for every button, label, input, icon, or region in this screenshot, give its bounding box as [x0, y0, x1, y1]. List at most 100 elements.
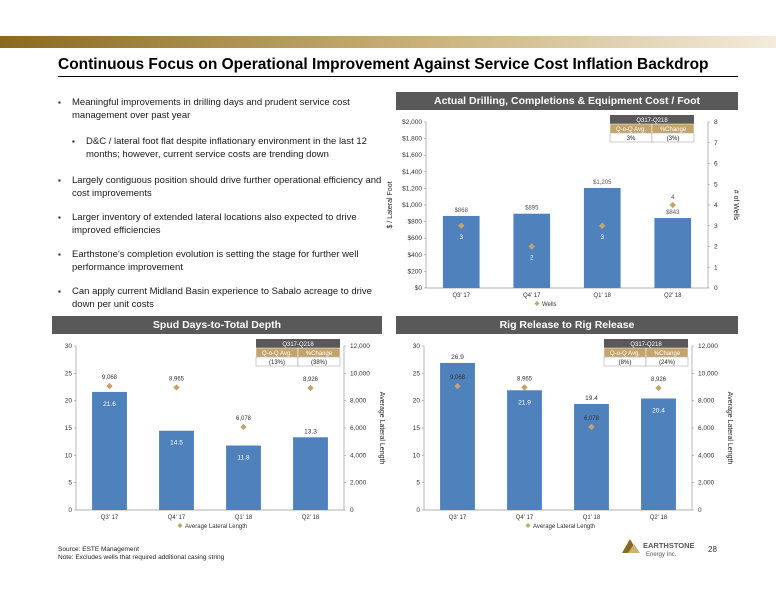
bar-value-label: 20.4 [652, 407, 665, 414]
y-tick-label: $800 [408, 219, 423, 226]
marker-point [521, 384, 528, 391]
y-tick-label: $200 [408, 268, 423, 275]
chart-title-rig: Rig Release to Rig Release [396, 316, 738, 334]
bullet-item: Meaningful improvements in drilling days… [58, 96, 383, 122]
marker-value-label: 9,068 [102, 375, 118, 381]
x-tick-label: Q2' 18 [650, 515, 668, 521]
y2-tick-label: 4,000 [350, 452, 367, 459]
y2-axis-title: Average Lateral Length [378, 392, 385, 465]
logo-subtext: Energy Inc. [646, 552, 677, 558]
x-tick-label: Q2' 18 [664, 293, 682, 299]
bullet-item: Largely contiguous position should drive… [58, 174, 383, 200]
page-number: 28 [708, 545, 717, 554]
bar [293, 437, 328, 510]
table-value-label: (8%) [619, 360, 632, 366]
table-column-label: %Change [306, 351, 333, 357]
bar [583, 187, 621, 288]
y-tick-label: 25 [413, 370, 421, 377]
bullet-text: Largely contiguous position should drive… [72, 175, 382, 199]
y2-tick-label: 10,000 [698, 370, 718, 377]
bullet-text: Can apply current Midland Basin experien… [72, 286, 372, 310]
footnote: Source: ESTE Management Note: Excludes w… [58, 546, 224, 562]
y-tick-label: 15 [65, 425, 73, 432]
bar [92, 391, 127, 510]
marker-value-label: 8,926 [651, 377, 667, 383]
table-value-label: (24%) [659, 360, 675, 366]
y-tick-label: 5 [416, 480, 420, 487]
legend-label: Average Lateral Length [185, 524, 247, 530]
table-column-label: Q-o-Q Avg. [610, 351, 640, 357]
bullet-text: Larger inventory of extended lateral loc… [72, 212, 357, 236]
company-logo: EARTHSTONE Energy Inc. [620, 533, 700, 561]
top-accent-bar [0, 36, 776, 48]
bar [159, 430, 194, 510]
page-title: Continuous Focus on Operational Improvem… [58, 56, 709, 73]
x-tick-label: Q3' 17 [101, 515, 119, 521]
y2-tick-label: 7 [714, 140, 718, 147]
y2-tick-label: 1 [714, 264, 718, 271]
marker-value-label: 8,965 [169, 376, 185, 382]
y-tick-label: 20 [413, 398, 421, 405]
bar-value-label: $1,205 [593, 180, 612, 186]
legend-marker-icon [177, 523, 183, 528]
y-tick-label: $1,600 [402, 152, 422, 159]
marker-point [458, 222, 465, 229]
y-tick-label: $1,000 [402, 202, 422, 209]
bullet-text: D&C / lateral foot flat despite inflatio… [86, 136, 367, 160]
exclusion-note: Note: Excludes wells that required addit… [58, 554, 225, 561]
chart-title-spud: Spud Days-to-Total Depth [52, 316, 382, 334]
bar [641, 398, 676, 510]
bar-value-label: $868 [455, 208, 469, 214]
x-tick-label: Q1' 18 [594, 293, 612, 299]
title-divider [58, 76, 738, 77]
marker-point [655, 384, 662, 392]
table-value-label: 3% [627, 136, 636, 142]
y-tick-label: $1,800 [402, 136, 422, 143]
table-header-label: Q317-Q218 [636, 118, 668, 124]
x-tick-label: Q2' 18 [302, 515, 320, 521]
marker-value-label: 8,965 [517, 376, 533, 382]
table-column-label: %Change [660, 127, 687, 133]
y2-tick-label: 2 [714, 244, 718, 251]
y2-tick-label: 5 [714, 181, 718, 188]
y2-tick-label: 0 [698, 507, 702, 514]
marker-point [669, 201, 676, 209]
bar-value-label: 21.9 [518, 399, 531, 406]
y2-tick-label: 4 [714, 202, 718, 209]
y2-tick-label: 2,000 [350, 480, 367, 487]
marker-value-label: 6,078 [236, 416, 252, 422]
marker-point [454, 382, 461, 390]
x-tick-label: Q4' 17 [523, 293, 541, 299]
table-column-label: Q-o-Q Avg. [262, 351, 292, 357]
logo-text: EARTHSTONE [643, 541, 695, 550]
y2-tick-label: 3 [714, 223, 718, 230]
table-header-cell [256, 339, 340, 348]
table-value-cell [645, 356, 689, 367]
bullet-item: Earthstone's completion evolution is set… [58, 248, 383, 274]
bar-value-label: $843 [666, 210, 680, 216]
y-tick-label: 10 [413, 452, 421, 459]
table-value-label: (3%) [667, 136, 680, 142]
y-tick-label: 0 [416, 507, 420, 514]
bullet-text: Earthstone's completion evolution is set… [72, 249, 359, 273]
table-header-cell [610, 115, 694, 124]
y-tick-label: $400 [408, 252, 423, 259]
bar [507, 390, 542, 510]
y2-tick-label: 2,000 [698, 480, 715, 487]
bar-value-label: 26.9 [451, 354, 464, 361]
y2-tick-label: 8,000 [350, 398, 367, 405]
y-tick-label: 0 [68, 507, 72, 514]
bar-value-label: $895 [525, 206, 539, 212]
y-tick-label: $1,200 [402, 185, 422, 192]
y2-tick-label: 6 [714, 161, 718, 168]
y-tick-label: 5 [68, 480, 72, 487]
x-tick-label: Q4' 17 [168, 515, 186, 521]
chart-title-cost: Actual Drilling, Completions & Equipment… [396, 92, 738, 110]
bar-value-label: 11.8 [237, 454, 250, 461]
marker-value-label: 8,926 [303, 377, 319, 383]
bullet-list: Meaningful improvements in drilling days… [58, 96, 383, 311]
marker-value-label: 3 [601, 235, 605, 241]
chart-spud-days: 0 5 10 15 20 25 30 0 2,000 4,000 6,000 8,000 10,000 1… [65, 339, 385, 530]
bar-value-label: 13.3 [304, 428, 317, 435]
marker-point [588, 423, 595, 431]
